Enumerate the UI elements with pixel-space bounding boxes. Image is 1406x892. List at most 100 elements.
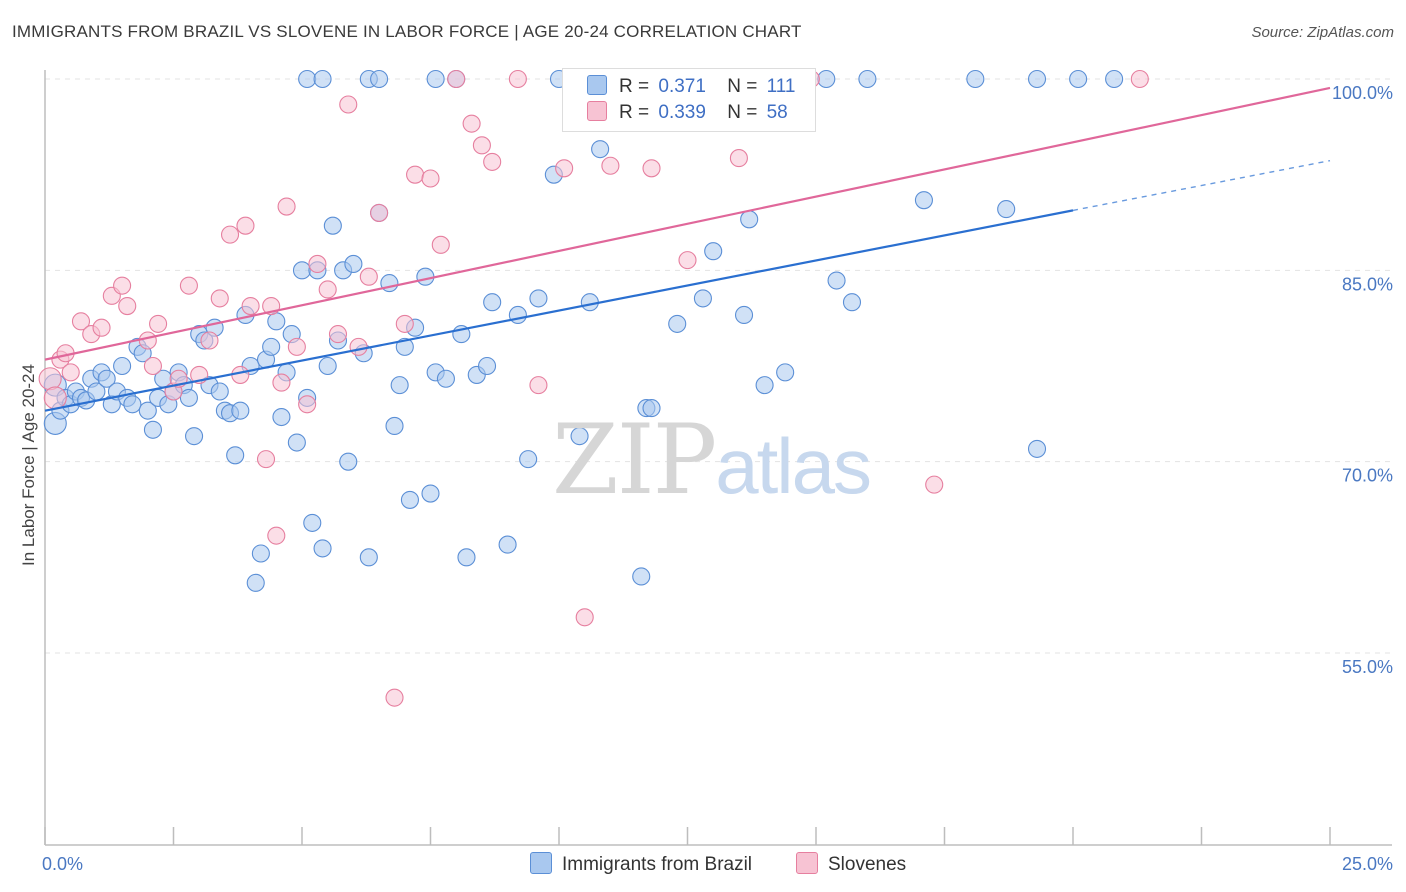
n-value: 58	[766, 102, 788, 123]
brazil-point	[390, 376, 409, 395]
legend-swatch-slovenes	[587, 101, 607, 121]
brazil-point	[344, 254, 363, 274]
brazil-point	[226, 446, 245, 465]
brazil-point	[318, 356, 337, 376]
slovenes-point	[256, 450, 276, 469]
n-value: 111	[766, 76, 796, 97]
brazil-point	[842, 293, 862, 312]
brazil-point	[529, 289, 548, 308]
slovenes-point	[210, 289, 229, 308]
stats-legend-row-brazil: R = 0.371 N = 111	[587, 75, 796, 101]
slovenes-point	[642, 159, 661, 178]
brazil-point	[591, 140, 610, 159]
brazil-point	[1027, 69, 1047, 89]
brazil-point	[267, 312, 286, 331]
brazil-point	[914, 191, 933, 210]
brazil-point	[740, 210, 759, 229]
legend-swatch-slovenes	[796, 852, 818, 874]
y-tick-label: 85.0%	[1342, 274, 1393, 294]
brazil-point	[421, 484, 440, 503]
brazil-point	[477, 356, 497, 376]
brazil-point	[519, 450, 538, 469]
slovenes-point	[318, 280, 337, 299]
legend-swatch-brazil	[587, 75, 607, 95]
slovenes-point	[925, 475, 944, 494]
brazil-point	[966, 69, 985, 89]
brazil-point	[179, 388, 198, 407]
r-value: 0.339	[658, 102, 706, 123]
stats-legend-row-slovenes: R = 0.339 N = 58	[587, 101, 788, 127]
slovenes-point	[349, 337, 368, 356]
slovenes-point	[431, 235, 450, 254]
slovenes-point	[421, 169, 440, 188]
slovenes-point	[508, 69, 527, 89]
brazil-point	[303, 513, 322, 532]
brazil-point	[997, 200, 1016, 219]
slovenes-point	[385, 688, 404, 707]
n-label: N =	[727, 76, 758, 97]
slovenes-point	[200, 331, 219, 350]
slovenes-point	[277, 197, 296, 216]
slovenes-point	[231, 365, 250, 384]
r-label: R =	[619, 76, 650, 97]
brazil-point	[323, 216, 342, 235]
slovenes-point	[272, 373, 291, 392]
brazil-point	[287, 433, 306, 452]
slovenes-point	[179, 276, 198, 295]
tick-labels: 55.0% 70.0% 85.0% 100.0% 0.0% 25.0%	[42, 83, 1393, 874]
stats-legend: R = 0.371 N = 111 R = 0.339 N = 58	[562, 68, 816, 132]
brazil-point	[580, 293, 599, 312]
brazil-point	[817, 69, 836, 89]
brazil-point	[642, 399, 661, 418]
slovenes-point	[71, 312, 91, 331]
y-tick-label: 70.0%	[1342, 466, 1393, 486]
slovenes-point	[1130, 69, 1149, 89]
slovenes-point	[447, 69, 466, 89]
brazil-point	[313, 539, 332, 558]
slovenes-point	[359, 267, 378, 286]
watermark: ZIPatlas	[552, 404, 872, 516]
brazil-point	[138, 401, 157, 420]
brazil-point	[262, 337, 281, 356]
legend-item-slovenes: Slovenes	[796, 852, 906, 876]
slovenes-point	[143, 356, 162, 376]
axes	[44, 70, 1392, 846]
slovenes-point	[118, 296, 137, 316]
x-tick-label: 0.0%	[42, 854, 83, 874]
slovenes-point	[678, 251, 697, 270]
slovenes-point	[138, 331, 157, 350]
brazil-point	[210, 382, 229, 401]
brazil-point	[185, 427, 204, 446]
brazil-point	[395, 337, 414, 356]
brazil-point	[385, 416, 404, 436]
slovenes-point	[38, 367, 62, 391]
slovenes-point	[241, 296, 260, 316]
slovenes-point	[328, 325, 348, 344]
slovenes-point	[395, 314, 414, 333]
brazil-point	[755, 376, 774, 395]
slovenes-point	[575, 608, 594, 627]
slovenes-point	[267, 526, 286, 545]
slovenes-point	[61, 363, 80, 382]
slovenes-point	[555, 159, 574, 178]
brazil-point	[436, 369, 455, 388]
slovenes-point	[236, 216, 255, 235]
legend-swatch-brazil	[530, 852, 552, 874]
brazil-point	[292, 261, 312, 280]
legend-label-slovenes: Slovenes	[828, 854, 907, 875]
brazil-point	[113, 356, 132, 376]
slovenes-point	[483, 152, 502, 171]
brazil-point	[313, 69, 332, 89]
brazil-point	[1069, 69, 1088, 89]
y-tick-label: 55.0%	[1342, 657, 1393, 677]
brazil-point	[97, 369, 116, 388]
slovenes-point	[529, 376, 548, 395]
r-value: 0.371	[658, 76, 706, 97]
brazil-point	[370, 69, 389, 89]
source-credit: Source: ZipAtlas.com	[1251, 24, 1394, 41]
brazil-point	[693, 289, 712, 308]
trend-line-brazil-extension	[1072, 159, 1331, 212]
trend-lines	[44, 86, 1331, 412]
brazil-point	[339, 452, 358, 471]
brazil-point	[483, 293, 502, 312]
